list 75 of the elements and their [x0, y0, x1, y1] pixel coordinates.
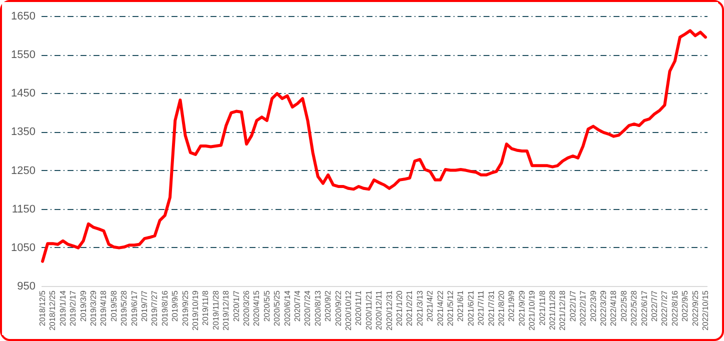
x-tick-label: 2020/5/5: [262, 290, 272, 322]
x-tick-label: 2021/6/1: [456, 290, 466, 322]
x-tick-label: 2022/3/29: [598, 290, 608, 326]
x-tick-label: 2019/11/8: [201, 290, 210, 326]
x-tick-label: 2022/9/25: [690, 290, 700, 326]
x-tick-label: 2018/12/5: [38, 290, 48, 326]
x-tick-label: 2021/4/2: [426, 290, 435, 322]
y-tick-label: 1050: [11, 242, 36, 254]
x-tick-label: 2020/6/14: [282, 290, 292, 326]
x-tick-label: 2019/6/17: [130, 290, 139, 326]
x-tick-label: 2020/1/7: [232, 290, 241, 322]
x-tick-label: 2020/11/21: [364, 290, 374, 330]
line-series: [41, 29, 707, 263]
x-tick-label: 2022/3/9: [588, 290, 598, 322]
x-tick-label: 2021/5/12: [446, 290, 455, 326]
x-tick-label: 2021/12/18: [558, 290, 568, 331]
x-tick-label: 2021/9/29: [517, 290, 526, 326]
x-tick-label: 2022/5/8: [619, 290, 628, 322]
x-tick-label: 2022/2/17: [578, 290, 588, 326]
x-tick-label: 2021/1/20: [395, 290, 404, 326]
x-tick-label: 2021/7/31: [486, 290, 496, 326]
x-tick-label: 2022/9/5: [680, 290, 690, 322]
x-tick-label: 2022/4/18: [609, 290, 618, 326]
x-tick-label: 2019/3/9: [78, 290, 88, 322]
x-tick-label: 2021/11/28: [548, 290, 557, 330]
x-tick-label: 2020/12/31: [384, 290, 394, 331]
x-tick-label: 2021/7/11: [476, 290, 486, 326]
x-tick-label: 2019/7/7: [140, 290, 150, 322]
x-tick-label: 2021/10/19: [528, 290, 537, 331]
x-tick-label: 2022/7/27: [660, 290, 670, 326]
x-tick-label: 2020/7/24: [303, 290, 312, 326]
x-tick-label: 2018/12/25: [48, 290, 58, 331]
y-tick-label: 1550: [11, 49, 36, 62]
x-tick-label: 2019/3/29: [89, 290, 98, 326]
x-tick-label: 2021/8/20: [496, 290, 506, 326]
x-tick-label: 2019/9/5: [170, 290, 180, 322]
x-tick-label: 2019/12/18: [222, 290, 231, 331]
x-tick-label: 2021/9/9: [507, 290, 516, 322]
x-tick-label: 2019/11/28: [211, 290, 220, 330]
x-tick-label: 2021/2/21: [405, 290, 414, 326]
x-tick-label: 2022/6/17: [640, 290, 649, 326]
y-tick-label: 950: [17, 280, 36, 292]
x-tick-label: 2019/2/17: [68, 290, 78, 326]
y-tick-label: 1150: [12, 203, 36, 216]
x-tick-label: 2022/10/15: [700, 290, 710, 331]
x-tick-label: 2021/4/22: [436, 290, 445, 326]
x-tick-label: 2022/8/16: [670, 290, 680, 326]
x-tick-label: 2021/3/13: [415, 290, 424, 326]
x-tick-label: 2020/3/26: [242, 290, 252, 326]
x-tick-label: 2021/11/8: [538, 290, 547, 326]
x-tick-label: 2019/5/28: [120, 290, 129, 326]
x-tick-label: 2019/10/19: [191, 290, 200, 331]
x-tick-label: 2021/6/21: [466, 290, 476, 326]
x-tick-label: 2020/7/4: [293, 290, 302, 322]
x-tick-label: 2019/8/16: [160, 290, 170, 326]
x-tick-label: 2020/4/15: [252, 290, 262, 326]
x-tick-label: 2019/4/18: [99, 290, 108, 326]
x-tick-label: 2020/8/13: [313, 290, 322, 326]
x-tick-label: 2019/7/27: [150, 290, 160, 326]
x-tick-label: 2022/5/28: [630, 290, 639, 326]
x-tick-label: 2020/11/1: [354, 290, 364, 326]
x-tick-label: 2020/5/25: [272, 290, 282, 326]
y-tick-label: 1650: [11, 10, 36, 22]
x-tick-label: 2020/9/2: [324, 290, 333, 322]
x-tick-label: 2020/9/22: [334, 290, 343, 326]
x-tick-label: 2020/12/11: [374, 290, 384, 330]
x-tick-label: 2022/7/7: [650, 290, 659, 322]
y-tick-label: 1350: [11, 126, 36, 138]
x-tick-label: 2019/9/25: [180, 290, 190, 326]
y-tick-label: 1450: [11, 88, 36, 100]
x-tick-label: 2019/1/14: [58, 290, 68, 326]
y-tick-label: 1250: [11, 164, 36, 177]
x-tick-label: 2022/1/7: [568, 290, 578, 322]
x-tick-label: 2020/10/12: [344, 290, 353, 331]
x-tick-label: 2019/5/8: [109, 290, 118, 322]
